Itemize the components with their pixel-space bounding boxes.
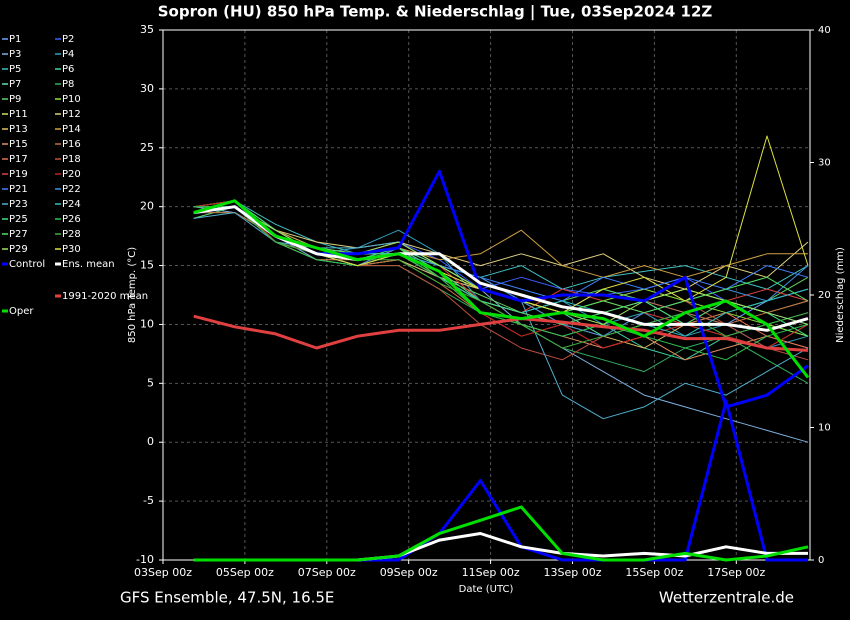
legend-label: P20 bbox=[62, 169, 81, 180]
y-tick-label: 25 bbox=[140, 141, 154, 154]
legend-label: P1 bbox=[9, 34, 21, 45]
legend-label: P21 bbox=[9, 184, 28, 195]
legend-label: P28 bbox=[62, 229, 81, 240]
legend-label: P2 bbox=[62, 34, 74, 45]
legend-label: P4 bbox=[62, 49, 74, 60]
legend-label: P26 bbox=[62, 214, 81, 225]
temp-line bbox=[193, 206, 809, 361]
x-tick-label: 05Sep 00z bbox=[216, 566, 274, 579]
plot-frame bbox=[162, 29, 811, 561]
legend-label: P25 bbox=[9, 214, 28, 225]
y-tick-label: -5 bbox=[143, 494, 154, 507]
precip-line bbox=[193, 505, 809, 562]
legend-label: Control bbox=[9, 259, 45, 270]
y-tick-label: 15 bbox=[140, 259, 154, 272]
y2-tick-label: 10 bbox=[818, 423, 831, 434]
source-right: Wetterzentrale.de bbox=[659, 589, 794, 607]
x-tick-label: 15Sep 00z bbox=[625, 566, 683, 579]
legend-label: P7 bbox=[9, 79, 21, 90]
y-tick-label: 30 bbox=[140, 82, 154, 95]
legend-label: P9 bbox=[9, 94, 21, 105]
y-tick-label: 20 bbox=[140, 200, 154, 213]
y-tick-label: -10 bbox=[136, 553, 154, 566]
legend-label: P6 bbox=[62, 64, 74, 75]
legend-label: P8 bbox=[62, 79, 74, 90]
legend-label: P24 bbox=[62, 199, 81, 210]
temp-line bbox=[193, 205, 809, 332]
legend-label: P23 bbox=[9, 199, 28, 210]
legend-label: P12 bbox=[62, 109, 81, 120]
legend-label: P15 bbox=[9, 139, 28, 150]
legend-label: P18 bbox=[62, 154, 81, 165]
legend-label: P27 bbox=[9, 229, 28, 240]
legend-label: P3 bbox=[9, 49, 21, 60]
legend-label: P11 bbox=[9, 109, 28, 120]
y2-axis-label: Niederschlag (mm) bbox=[835, 247, 846, 343]
temp-line bbox=[193, 200, 808, 278]
x-tick-label: 11Sep 00z bbox=[462, 566, 520, 579]
legend-label: P19 bbox=[9, 169, 28, 180]
y2-tick-label: 40 bbox=[818, 25, 831, 36]
y-tick-label: 0 bbox=[147, 435, 154, 448]
y-tick-label: 10 bbox=[140, 317, 154, 330]
y-tick-label: 5 bbox=[147, 376, 154, 389]
x-tick-label: 13Sep 00z bbox=[543, 566, 601, 579]
x-tick-label: 03Sep 00z bbox=[134, 566, 192, 579]
y2-tick-label: 20 bbox=[818, 290, 831, 301]
legend-label: P14 bbox=[62, 124, 81, 135]
x-tick-label: 09Sep 00z bbox=[380, 566, 438, 579]
source-left: GFS Ensemble, 47.5N, 16.5E bbox=[120, 589, 334, 607]
y-tick-label: 35 bbox=[140, 23, 154, 36]
y2-tick-label: 0 bbox=[818, 555, 824, 566]
legend-label: P16 bbox=[62, 139, 81, 150]
legend-label: P13 bbox=[9, 124, 28, 135]
x-tick-label: 07Sep 00z bbox=[298, 566, 356, 579]
legend-label: P5 bbox=[9, 64, 21, 75]
legend-label: Ens. mean bbox=[62, 259, 115, 270]
legend-label: P30 bbox=[62, 244, 81, 255]
y-axis-label: 850 hPa Temp. (°C) bbox=[127, 247, 138, 343]
x-tick-label: 17Sep 00z bbox=[707, 566, 765, 579]
legend-label: P17 bbox=[9, 154, 28, 165]
legend-label: P29 bbox=[9, 244, 28, 255]
temp-line bbox=[193, 206, 809, 290]
chart-title: Sopron (HU) 850 hPa Temp. & Niederschlag… bbox=[158, 3, 713, 22]
legend-label: 1991-2020 mean bbox=[62, 291, 148, 302]
temp-line bbox=[193, 314, 809, 352]
legend-label: P10 bbox=[62, 94, 81, 105]
y2-tick-label: 30 bbox=[818, 158, 831, 169]
legend-label: Oper bbox=[9, 306, 34, 317]
x-axis-label: Date (UTC) bbox=[459, 584, 514, 595]
legend-label: P22 bbox=[62, 184, 81, 195]
temp-line bbox=[193, 199, 810, 379]
